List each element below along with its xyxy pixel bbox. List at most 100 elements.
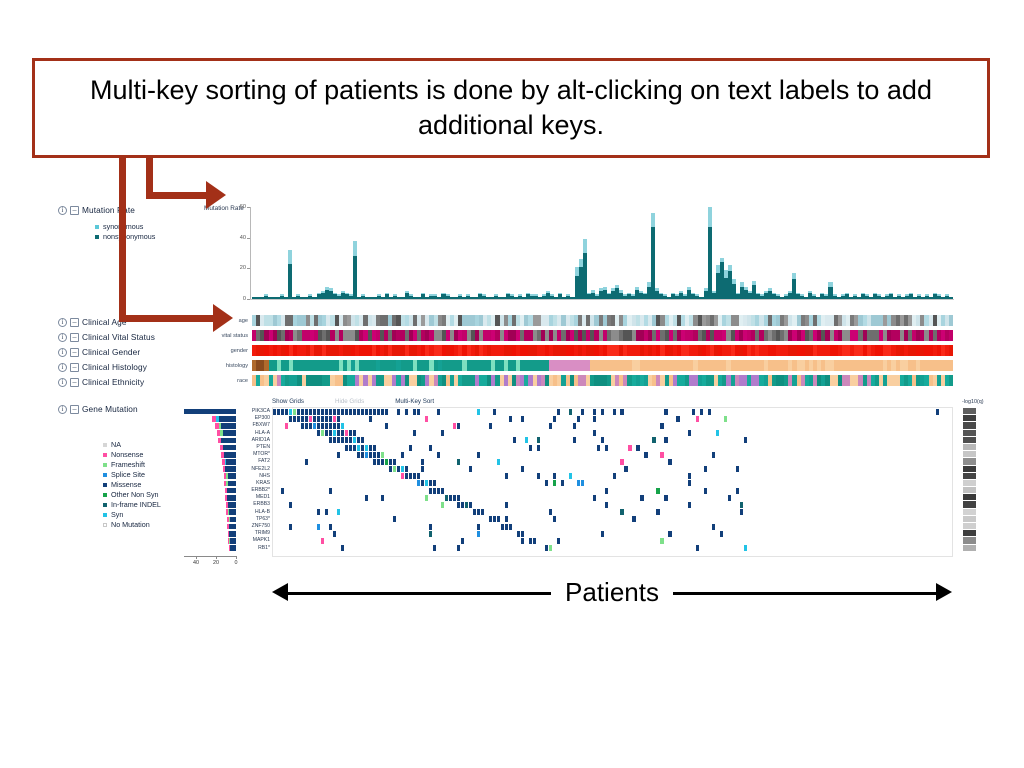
mutation-rate-bar[interactable] — [594, 207, 599, 299]
mutation-cell[interactable] — [312, 415, 317, 422]
mutation-cell[interactable] — [356, 451, 360, 458]
gene-frequency-row[interactable] — [184, 537, 236, 544]
mutation-cell[interactable] — [736, 487, 740, 494]
oncoprint-panel[interactable] — [272, 407, 953, 557]
mutation-cell[interactable] — [368, 444, 372, 451]
mutation-rate-bar[interactable] — [332, 207, 337, 299]
mutation-cell[interactable] — [276, 408, 281, 415]
gene-frequency-row[interactable] — [184, 444, 236, 451]
mutation-cell[interactable] — [428, 530, 432, 537]
mutation-rate-bar[interactable] — [824, 207, 829, 299]
mutation-cell[interactable] — [328, 408, 333, 415]
gene-label[interactable]: KRAS — [256, 479, 270, 486]
mutation-cell[interactable] — [304, 458, 309, 465]
mutation-cell[interactable] — [456, 458, 460, 465]
mutation-cell[interactable] — [420, 458, 424, 465]
gene-label[interactable]: TP63* — [255, 515, 270, 522]
mutation-cell[interactable] — [376, 408, 380, 415]
collapse-icon[interactable]: – — [70, 317, 79, 327]
mutation-rate-bar[interactable] — [707, 207, 712, 299]
mutation-rate-bar[interactable] — [441, 207, 446, 299]
mutation-rate-bar[interactable] — [542, 207, 547, 299]
mutation-rate-bar[interactable] — [336, 207, 341, 299]
mutation-cell[interactable] — [520, 530, 524, 537]
mutation-rate-bar[interactable] — [751, 207, 756, 299]
mutation-cell[interactable] — [452, 422, 456, 429]
mutation-cell[interactable] — [600, 437, 604, 444]
mutation-cell[interactable] — [424, 480, 428, 487]
mutation-cell[interactable] — [508, 523, 512, 530]
gene-label-column[interactable]: PIK3CA EP300 FBXW7 HLA-A ARID1A PTEN MTOR* FAT2… — [236, 408, 270, 552]
oncoprint-row[interactable] — [273, 501, 952, 509]
mutation-cell[interactable] — [552, 415, 556, 422]
mutation-cell[interactable] — [416, 408, 420, 415]
mutation-cell[interactable] — [332, 437, 337, 444]
mutation-rate-bar[interactable] — [719, 207, 724, 299]
gene-label[interactable]: ZNF750 — [251, 523, 270, 529]
mutation-cell[interactable] — [480, 509, 484, 516]
mutation-rate-bar[interactable] — [788, 207, 793, 299]
mutation-cell[interactable] — [380, 408, 384, 415]
mutation-cell[interactable] — [428, 480, 432, 487]
mutation-rate-bar[interactable] — [739, 207, 744, 299]
gene-mutation-legend-item[interactable]: Frameshift — [103, 460, 145, 469]
collapse-icon[interactable]: – — [70, 347, 79, 357]
mutation-rate-bar[interactable] — [372, 207, 377, 299]
mutation-cell[interactable] — [316, 408, 321, 415]
gene-label[interactable]: TRIM9 — [254, 530, 270, 537]
mutation-rate-bar[interactable] — [864, 207, 869, 299]
mutation-rate-bar[interactable] — [256, 207, 261, 299]
mutation-cell[interactable] — [384, 422, 388, 429]
mutation-rate-bar[interactable] — [792, 207, 797, 299]
mutation-cell[interactable] — [304, 422, 309, 429]
mutation-rate-bar[interactable] — [393, 207, 398, 299]
mutation-cell[interactable] — [600, 408, 604, 415]
mutation-rate-bar[interactable] — [606, 207, 611, 299]
mutation-cell[interactable] — [504, 516, 508, 523]
mutation-rate-bar[interactable] — [703, 207, 708, 299]
mutation-cell[interactable] — [396, 408, 400, 415]
mutation-rate-bar[interactable] — [602, 207, 607, 299]
mutation-rate-bar[interactable] — [675, 207, 680, 299]
mutation-cell[interactable] — [288, 415, 293, 422]
mutation-cell[interactable] — [324, 415, 329, 422]
mutation-cell[interactable] — [440, 487, 444, 494]
mutation-cell[interactable] — [664, 494, 668, 501]
mutation-cell[interactable] — [336, 422, 340, 429]
mutation-cell[interactable] — [273, 408, 277, 415]
mutation-cell[interactable] — [348, 408, 352, 415]
mutation-cell[interactable] — [348, 444, 352, 451]
mutation-rate-bar[interactable] — [590, 207, 595, 299]
mutation-rate-bar[interactable] — [820, 207, 825, 299]
mutation-cell[interactable] — [304, 415, 309, 422]
mutation-rate-bar-chart[interactable] — [252, 207, 954, 299]
mutation-cell[interactable] — [288, 408, 293, 415]
mutation-cell[interactable] — [328, 422, 333, 429]
mutation-cell[interactable] — [476, 408, 480, 415]
mutation-cell[interactable] — [380, 458, 384, 465]
oncoprint-row[interactable] — [273, 537, 952, 544]
gene-label[interactable]: ERBB2* — [251, 487, 270, 494]
oncoprint-row[interactable] — [273, 430, 952, 437]
mutation-cell[interactable] — [316, 422, 321, 429]
mutation-cell[interactable] — [372, 451, 376, 458]
mutation-rate-bar[interactable] — [784, 207, 789, 299]
collapse-icon[interactable]: – — [70, 205, 79, 215]
gene-frequency-row[interactable] — [184, 480, 236, 487]
mutation-cell[interactable] — [664, 408, 668, 415]
mutation-rate-bar[interactable] — [566, 207, 571, 299]
mutation-cell[interactable] — [556, 537, 560, 544]
mutation-rate-bar[interactable] — [558, 207, 563, 299]
mutation-cell[interactable] — [488, 422, 492, 429]
mutation-rate-bar[interactable] — [776, 207, 781, 299]
mutation-cell[interactable] — [524, 437, 528, 444]
mutation-cell[interactable] — [476, 523, 480, 530]
mutation-cell[interactable] — [312, 408, 317, 415]
mutation-cell[interactable] — [316, 415, 321, 422]
mutation-cell[interactable] — [536, 444, 540, 451]
oncoprint-row[interactable] — [273, 523, 952, 530]
mutation-cell[interactable] — [488, 516, 492, 523]
mutation-cell[interactable] — [620, 458, 624, 465]
oncoprint-row[interactable] — [273, 545, 952, 552]
mutation-cell[interactable] — [560, 480, 564, 487]
